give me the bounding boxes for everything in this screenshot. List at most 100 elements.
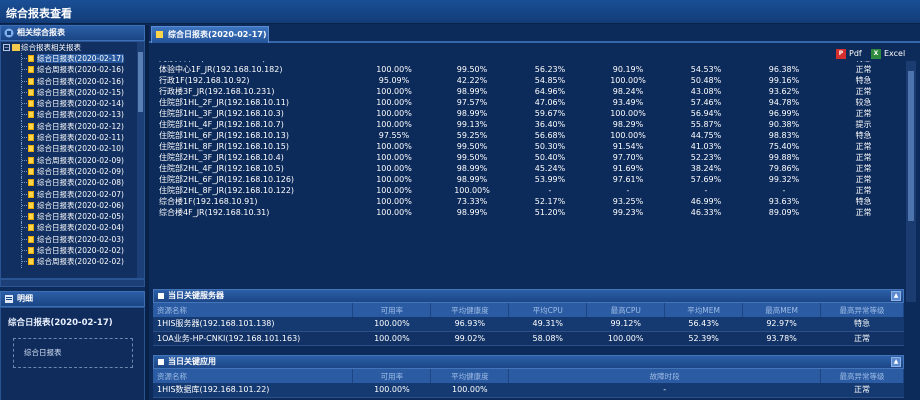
tab-daily-report[interactable]: 综合日报表(2020-02-17): [151, 26, 269, 43]
column-header[interactable]: 故障时段: [508, 369, 822, 383]
table-row[interactable]: 综合楼4F_JR(192.168.10.31) 100.00% 98.99% 51.2…: [155, 207, 904, 218]
table-row[interactable]: 住院部2HL_6F_JR(192.168.10.126) 100.00% 98.99…: [155, 174, 904, 185]
document-icon: [28, 134, 34, 142]
tree-horizontal-scrollbar[interactable]: [0, 279, 145, 287]
collapse-servers-icon[interactable]: ▲: [891, 291, 901, 301]
table-row[interactable]: 门诊外科2F(192.168.10.96)97.55%53.19%47.56%1…: [155, 61, 904, 64]
column-header[interactable]: 最高CPU: [586, 303, 666, 317]
tree-item[interactable]: 综合日报表(2020-02-09): [1, 165, 144, 178]
tree-scrollbar[interactable]: [137, 42, 144, 278]
tree-branch: [22, 137, 27, 139]
tree-item[interactable]: 综合日报表(2020-02-06): [1, 199, 144, 212]
column-header[interactable]: 最高MEM: [742, 303, 822, 317]
metric-cell: 36.40%: [534, 120, 566, 129]
detail-report-link[interactable]: 综合日报表: [13, 338, 133, 368]
tree-item-label: 综合日报表(2020-02-10): [37, 144, 124, 154]
tree-branch: [22, 159, 27, 161]
tree-item[interactable]: 综合日报表(2020-02-07): [1, 188, 144, 200]
metric-cell: 38.24%: [690, 164, 722, 173]
table-row[interactable]: 1OA业务-HP-CNKI(192.168.101.163) 100.00% 99.…: [153, 331, 904, 346]
resource-table: 门诊外科2F(192.168.10.96)97.55%53.19%47.56%1…: [155, 61, 904, 218]
tree-item[interactable]: 综合周报表(2020-02-02): [1, 256, 144, 268]
tree-item[interactable]: 综合日报表(2020-02-11): [1, 132, 144, 144]
collapse-icon[interactable]: −: [3, 44, 10, 51]
column-header[interactable]: 资源名称: [153, 369, 354, 383]
tree-item[interactable]: 综合日报表(2020-02-04): [1, 222, 144, 234]
export-pdf-button[interactable]: P Pdf: [836, 48, 862, 60]
table-row[interactable]: 住院部2HL_3F_JR(192.168.10.4) 100.00% 99.50% 5…: [155, 152, 904, 163]
metric-cell: 100.00%: [352, 317, 431, 332]
folder-icon: [12, 44, 20, 51]
metric-cell: 100.00%: [376, 197, 412, 206]
tree-line: [21, 98, 22, 110]
table-row[interactable]: 行政1F(192.168.10.92) 95.09% 42.22% 54.85% 100…: [155, 75, 904, 86]
tree-item[interactable]: 综合日报表(2020-02-10): [1, 143, 144, 155]
metric-cell: 100.00%: [376, 208, 412, 217]
tree-branch: [22, 69, 27, 71]
resource-name-cell: 体验中心1F_JR(192.168.10.182): [159, 65, 283, 74]
table-row[interactable]: 行政楼3F_JR(192.168.10.231) 100.00% 98.99% 64.…: [155, 86, 904, 97]
tree-item[interactable]: 综合日报表(2020-02-13): [1, 109, 144, 121]
tree-item[interactable]: 综合日报表(2020-02-05): [1, 211, 144, 223]
tree-line: [21, 222, 22, 234]
column-header[interactable]: 最高异常等级: [820, 303, 904, 317]
tree-item[interactable]: 综合日报表(2020-02-03): [1, 233, 144, 246]
metric-cell: 52.23%: [690, 153, 722, 162]
table-row[interactable]: 住院部1HL_2F_JR(192.168.10.11) 100.00% 97.57%…: [155, 97, 904, 108]
resource-name-cell: 行政1F(192.168.10.92): [159, 76, 250, 85]
table-row[interactable]: 住院部2HL_4F_JR(192.168.10.5) 100.00% 98.99% 4…: [155, 163, 904, 174]
table-row[interactable]: 体验中心1F_JR(192.168.10.182) 100.00% 99.50% 56…: [155, 64, 904, 75]
export-excel-button[interactable]: X Excel: [871, 48, 905, 60]
tree-branch: [22, 204, 27, 206]
alert-level-cell: 提示: [855, 120, 872, 129]
column-header[interactable]: 最高异常等级: [820, 369, 904, 383]
column-header[interactable]: 平均健康度: [430, 303, 510, 317]
metric-cell: 95.09%: [378, 76, 410, 85]
tree-item[interactable]: 综合日报表(2020-02-15): [1, 86, 144, 99]
metric-cell: 97.70%: [612, 153, 644, 162]
tree-item[interactable]: 综合日报表(2020-02-12): [1, 120, 144, 133]
tree-scroll-thumb[interactable]: [138, 52, 143, 112]
table-row[interactable]: 综合楼1F(192.168.10.91) 100.00% 73.33% 52.17% 9…: [155, 196, 904, 207]
metric-cell: 100.00%: [610, 109, 646, 118]
main-scroll-thumb[interactable]: [908, 71, 914, 221]
table-row[interactable]: 住院部2HL_8F_JR(192.168.10.122) 100.00% 100.0…: [155, 185, 904, 196]
tree-item[interactable]: 综合周报表(2020-02-09): [1, 154, 144, 166]
metric-cell: 100.00%: [610, 131, 646, 140]
metric-cell: 100.00%: [376, 65, 412, 74]
tree-root[interactable]: − 综合报表相关报表: [1, 42, 144, 53]
column-header[interactable]: 可用率: [352, 369, 432, 383]
table-row[interactable]: 住院部1HL_4F_JR(192.168.10.7) 100.00% 99.13% 3…: [155, 119, 904, 130]
main-table-scrollbar[interactable]: [906, 61, 916, 302]
tree-item[interactable]: 综合日报表(2020-02-17): [1, 53, 144, 65]
tree-item[interactable]: 综合日报表(2020-02-16): [1, 75, 144, 87]
table-row[interactable]: 1HIS服务器(192.168.101.138) 100.00% 96.93% 49.…: [153, 317, 904, 332]
metric-cell: 79.86%: [768, 164, 800, 173]
table-row[interactable]: 住院部1HL_8F_JR(192.168.10.15) 100.00% 99.50%…: [155, 141, 904, 152]
column-header[interactable]: 可用率: [352, 303, 432, 317]
metric-cell: 50.48%: [690, 76, 722, 85]
panel-splitter[interactable]: [145, 25, 149, 400]
key-apps-header: 当日关键应用 ▲: [153, 355, 904, 369]
collapse-apps-icon[interactable]: ▲: [891, 357, 901, 367]
metric-cell: 100.00%: [610, 76, 646, 85]
tree-line: [21, 177, 22, 189]
column-header[interactable]: 平均CPU: [508, 303, 588, 317]
metric-cell: 45.24%: [534, 164, 566, 173]
tree-item[interactable]: 综合日报表(2020-02-08): [1, 177, 144, 189]
column-header[interactable]: 平均MEM: [664, 303, 744, 317]
alert-level-cell: 正常: [855, 175, 872, 184]
table-row[interactable]: 住院部1HL_6F_JR(192.168.10.13) 97.55% 59.25% 5…: [155, 130, 904, 141]
document-icon: [28, 145, 34, 153]
metric-cell: 100.00%: [376, 175, 412, 184]
table-row[interactable]: 1HIS数据库(192.168.101.22) 100.00% 100.00% - 正常: [153, 383, 904, 398]
tree-item[interactable]: 综合周报表(2020-02-16): [1, 64, 144, 76]
metric-cell: 93.49%: [612, 98, 644, 107]
table-row[interactable]: 住院部1HL_3F_JR(192.168.10.3) 100.00% 98.99% 5…: [155, 108, 904, 119]
column-header[interactable]: 平均健康度: [430, 369, 510, 383]
metric-cell: 99.16%: [768, 76, 800, 85]
tree-item[interactable]: 综合日报表(2020-02-14): [1, 98, 144, 110]
detail-title: 明细: [17, 294, 33, 303]
tree-item[interactable]: 综合日报表(2020-02-02): [1, 245, 144, 257]
column-header[interactable]: 资源名称: [153, 303, 354, 317]
